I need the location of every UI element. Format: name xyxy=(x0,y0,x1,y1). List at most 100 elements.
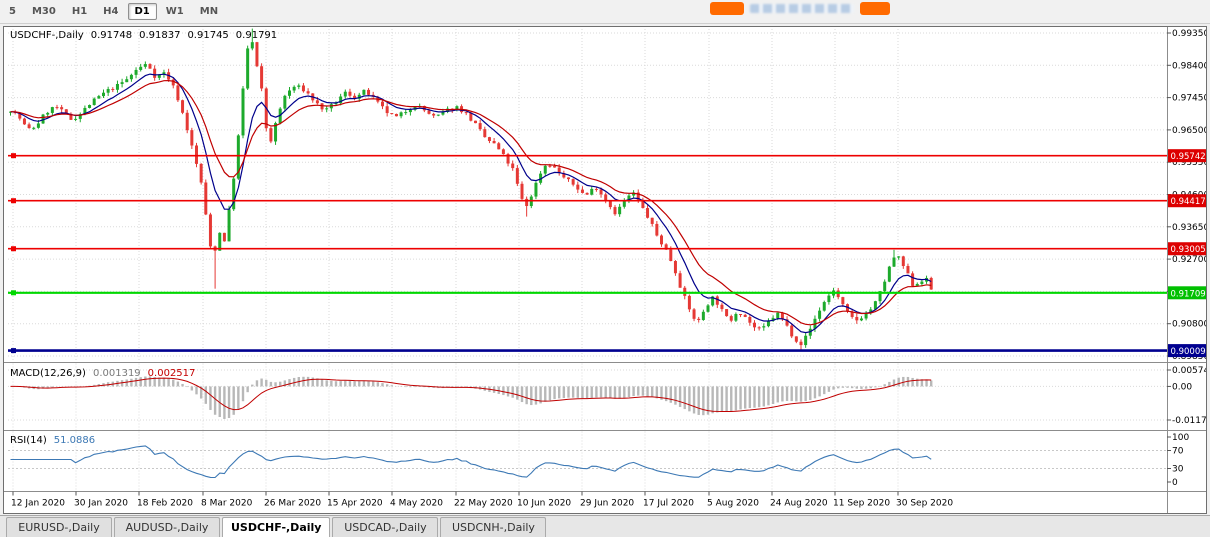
rsi-axis-label: 30 xyxy=(1172,465,1184,475)
timeframe-D1[interactable]: D1 xyxy=(127,3,157,20)
timeframe-H4[interactable]: H4 xyxy=(103,6,119,17)
logo-right-shape-icon xyxy=(860,2,890,15)
timeframe-MN[interactable]: MN xyxy=(199,6,219,17)
candle-body xyxy=(162,72,166,75)
timeframe-W1[interactable]: W1 xyxy=(165,6,184,17)
candle-body xyxy=(46,112,50,115)
candle-body xyxy=(590,188,594,195)
candle-body xyxy=(269,128,273,142)
logo-blurred-text xyxy=(750,4,854,13)
candle-body xyxy=(301,85,305,92)
candle-body xyxy=(483,129,487,138)
candle-body xyxy=(78,114,82,119)
candle-body xyxy=(543,165,547,174)
candle-body xyxy=(790,325,794,337)
macd-axis-label: -0.011738 xyxy=(1172,416,1206,426)
candle-body xyxy=(227,209,231,242)
candle-body xyxy=(906,266,910,274)
candle-body xyxy=(725,309,729,317)
candle-body xyxy=(222,232,226,242)
candle-body xyxy=(846,304,849,312)
candle-body xyxy=(553,165,557,168)
candle-body xyxy=(367,89,371,95)
candle-body xyxy=(64,109,68,114)
candle-body xyxy=(236,135,240,179)
candle-body xyxy=(664,244,668,250)
candle-body xyxy=(711,296,715,306)
candle-body xyxy=(250,42,254,49)
candle-body xyxy=(799,341,803,346)
price-badge-label: 0.94417 xyxy=(1171,197,1206,207)
candle-body xyxy=(697,318,701,320)
candle-body xyxy=(594,188,598,190)
candle-body xyxy=(864,312,868,319)
tab-audusd[interactable]: AUDUSD-,Daily xyxy=(114,517,220,537)
candle-body xyxy=(506,154,510,164)
timeframe-M30[interactable]: M30 xyxy=(31,6,56,17)
candle-body xyxy=(325,108,329,110)
candle-body xyxy=(632,192,636,196)
candle-body xyxy=(69,113,73,120)
price-axis-label: 0.96500 xyxy=(1172,126,1206,136)
level-line-handle[interactable] xyxy=(11,246,16,252)
candle-body xyxy=(283,95,287,109)
price-axis-label: 0.92700 xyxy=(1172,255,1206,265)
candle-body xyxy=(436,114,440,116)
candle-body xyxy=(97,96,101,99)
candle-body xyxy=(562,173,566,178)
chart-window[interactable]: 0.993500.984000.974500.965000.955500.946… xyxy=(3,26,1207,514)
candle-body xyxy=(850,311,854,317)
candle-body xyxy=(427,110,431,114)
price-axis-label: 0.93650 xyxy=(1172,223,1206,233)
candle-body xyxy=(148,64,152,69)
candle-body xyxy=(785,319,789,326)
candle-body xyxy=(92,98,96,105)
level-line-handle[interactable] xyxy=(11,153,16,159)
candle-body xyxy=(776,312,780,319)
candle-body xyxy=(734,314,738,321)
candle-body xyxy=(520,183,524,199)
level-line-handle[interactable] xyxy=(11,290,16,296)
price-badge xyxy=(1168,149,1206,163)
candle-body xyxy=(729,316,733,321)
candle-body xyxy=(901,256,905,267)
candle-body xyxy=(171,79,175,86)
date-label: 5 Aug 2020 xyxy=(707,499,759,509)
price-badge-label: 0.95742 xyxy=(1171,152,1206,162)
candle-body xyxy=(720,304,724,310)
price-chart-canvas[interactable]: 0.993500.984000.974500.965000.955500.946… xyxy=(4,27,1206,513)
timeframe-5[interactable]: 5 xyxy=(9,6,16,17)
candle-body xyxy=(469,112,473,121)
tab-usdcad[interactable]: USDCAD-,Daily xyxy=(332,517,439,537)
candle-body xyxy=(497,143,501,150)
price-badge xyxy=(1168,194,1206,208)
level-line-handle[interactable] xyxy=(11,348,16,354)
candle-body xyxy=(739,314,743,316)
timeframe-H1[interactable]: H1 xyxy=(71,6,88,17)
rsi-axis-label: 70 xyxy=(1172,447,1184,457)
candle-body xyxy=(320,103,324,110)
candle-body xyxy=(260,66,264,89)
candle-body xyxy=(334,103,338,105)
candle-body xyxy=(757,327,761,329)
price-badge-label: 0.91709 xyxy=(1171,289,1206,299)
candle-body xyxy=(613,207,617,215)
candle-body xyxy=(827,295,831,303)
level-line-handle[interactable] xyxy=(11,198,16,204)
candle-body xyxy=(255,42,259,67)
price-axis-label: 0.98400 xyxy=(1172,61,1206,71)
tab-usdchf[interactable]: USDCHF-,Daily xyxy=(222,517,331,537)
tab-eurusd[interactable]: EURUSD-,Daily xyxy=(6,517,112,537)
tab-usdcnh[interactable]: USDCNH-,Daily xyxy=(440,517,547,537)
date-label: 24 Aug 2020 xyxy=(770,499,828,509)
candle-body xyxy=(32,127,36,129)
candle-body xyxy=(627,195,631,201)
candle-body xyxy=(660,235,663,245)
candle-body xyxy=(897,256,901,258)
candle-body xyxy=(873,301,877,310)
quote-open: 0.91748 xyxy=(90,30,133,41)
rsi-indicator-header: RSI(14) 51.0886 xyxy=(10,435,102,446)
candle-body xyxy=(241,88,245,136)
candle-body xyxy=(869,309,873,313)
price-axis-label: 0.95550 xyxy=(1172,158,1206,168)
